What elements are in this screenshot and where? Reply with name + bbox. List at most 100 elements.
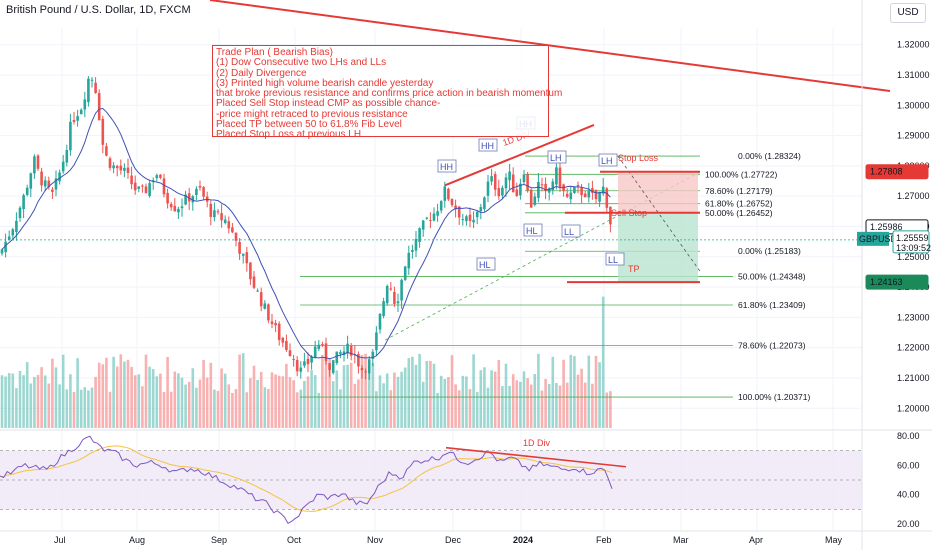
price-axis-label-box — [865, 274, 929, 290]
candle-body — [47, 180, 51, 188]
price-tick-label: 1.27000 — [897, 191, 930, 201]
candle-body — [533, 196, 537, 205]
volume-bar — [461, 375, 465, 428]
swing-label: LH — [550, 153, 562, 163]
candle-body — [349, 345, 353, 356]
volume-bar — [94, 376, 97, 428]
candle-body — [475, 211, 479, 218]
volume-bar — [40, 367, 43, 428]
candle-body — [378, 313, 382, 330]
volume-bar — [281, 376, 285, 428]
volume-bar — [565, 382, 569, 428]
volume-bar — [97, 362, 101, 428]
volume-bar — [108, 391, 112, 428]
candle-body — [195, 188, 198, 196]
volume-bar — [148, 366, 151, 428]
candle-body — [522, 174, 526, 183]
rsi-tick-label: 80.00 — [897, 431, 920, 441]
volume-bar — [519, 381, 522, 428]
candle-body — [227, 221, 231, 229]
volume-bar — [7, 373, 11, 428]
candle-body — [439, 201, 443, 211]
candle-body — [501, 187, 504, 196]
candle-body — [184, 194, 187, 205]
volume-bar — [533, 373, 537, 428]
volume-bar — [43, 375, 47, 428]
candle-body — [148, 183, 151, 197]
volume-bar — [414, 364, 418, 428]
volume-bar — [339, 389, 342, 428]
volume-bar — [112, 356, 115, 428]
volume-bar — [72, 392, 76, 428]
volume-bar — [234, 389, 238, 428]
volume-bar — [349, 362, 353, 428]
volume-bar — [130, 366, 133, 428]
candle-body — [324, 343, 328, 361]
candle-body — [54, 178, 58, 190]
volume-bar — [231, 392, 234, 428]
swing-label-box — [605, 252, 625, 266]
volume-bar — [328, 358, 331, 428]
candle-body — [72, 119, 76, 122]
volume-bar — [238, 354, 241, 428]
fib-level-label: 0.00% (1.25183) — [738, 246, 801, 256]
volume-bar — [569, 354, 573, 428]
candle-body — [0, 249, 4, 254]
candle-body — [159, 174, 162, 178]
candle-body — [65, 150, 69, 163]
volume-bar — [537, 353, 540, 428]
candle-body — [155, 175, 159, 179]
candle-body — [321, 343, 324, 345]
volume-bar — [515, 380, 519, 428]
candle-body — [119, 165, 123, 171]
volume-bar — [65, 389, 69, 428]
rsi-pane: 80.00 60.00 40.00 20.00 1D Div — [0, 431, 920, 529]
volume-bar — [497, 360, 501, 428]
volume-bar — [11, 373, 15, 428]
fib-level-label: 78.60% (1.22073) — [738, 340, 806, 350]
candle-body — [339, 352, 342, 354]
candle-body — [83, 99, 87, 110]
volume-bar — [202, 359, 205, 428]
trade-plan-line: Placed Stop Loss at previous LH — [216, 129, 362, 141]
fib-level-label: 50.00% (1.26452) — [705, 208, 773, 218]
volume-bar — [407, 358, 411, 428]
candle-body — [97, 93, 101, 121]
candle-body — [7, 236, 11, 240]
volume-bar — [79, 389, 83, 428]
volume-bar — [465, 376, 468, 428]
swing-label-box — [437, 159, 457, 173]
candle-body — [403, 266, 407, 280]
time-tick-label: Apr — [749, 535, 763, 545]
currency-button[interactable]: USD — [890, 3, 926, 23]
volume-bar — [277, 375, 281, 428]
candle-body — [583, 193, 587, 198]
swing-label-box — [561, 224, 581, 238]
candle-body — [288, 350, 292, 357]
volume-bar — [299, 389, 303, 428]
candle-body — [245, 252, 249, 264]
trade-plan-note[interactable]: Trade Plan ( Bearish Bias) (1) Dow Conse… — [212, 45, 562, 141]
candle-body — [187, 193, 191, 202]
volume-bar — [601, 296, 605, 428]
price-tick-label: 1.32000 — [897, 40, 930, 50]
candle-body — [115, 165, 119, 169]
candle-body — [547, 188, 551, 193]
candle-body — [591, 188, 594, 193]
volume-bar — [47, 383, 51, 428]
volume-bar — [501, 386, 504, 428]
grid — [0, 28, 862, 530]
volume-bar — [547, 384, 551, 428]
sell-stop-label: Sell Stop — [611, 208, 647, 218]
volume-bar — [115, 366, 119, 428]
volume-bar — [371, 362, 375, 428]
candle-body — [51, 189, 54, 193]
stop-loss-label: Stop Loss — [618, 153, 659, 163]
candle-body — [166, 192, 169, 204]
candle-body — [573, 186, 576, 193]
candle-body — [137, 186, 141, 189]
candle-body — [385, 285, 389, 304]
volume-bar — [425, 361, 429, 428]
